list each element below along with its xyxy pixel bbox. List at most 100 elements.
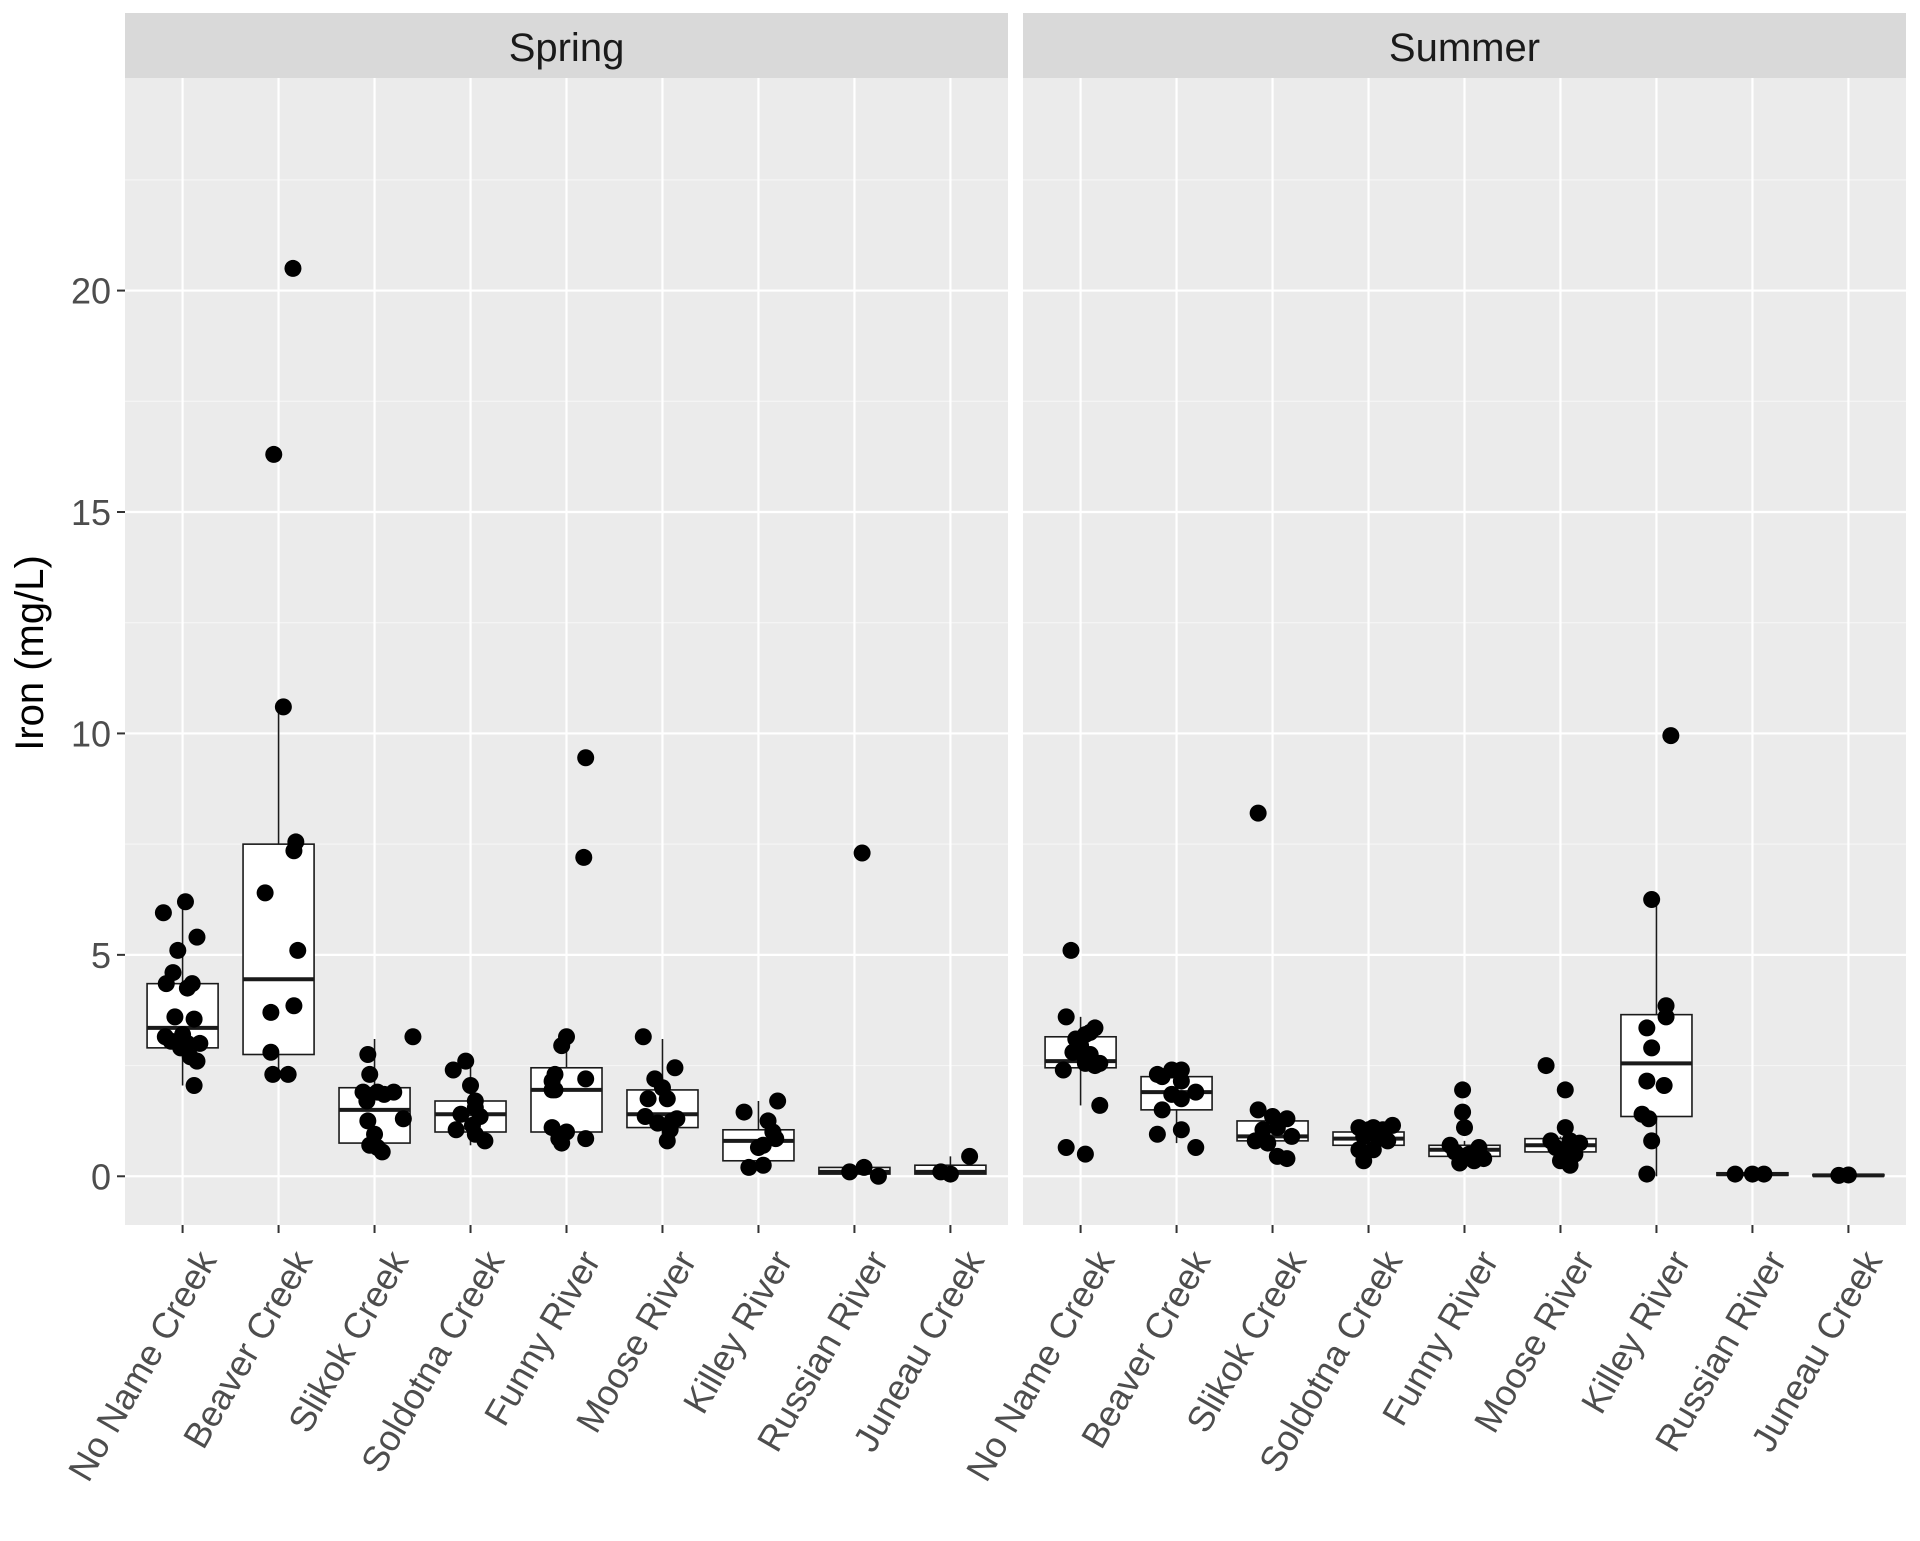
data-point <box>658 1090 676 1108</box>
boxplot-group <box>1236 804 1309 1168</box>
data-point <box>476 1132 494 1150</box>
data-point <box>1153 1068 1171 1086</box>
data-point <box>1755 1165 1773 1183</box>
data-point <box>1465 1152 1483 1170</box>
data-point <box>553 1037 571 1055</box>
data-point <box>754 1156 772 1174</box>
data-point <box>1057 1008 1075 1026</box>
data-point <box>1561 1156 1579 1174</box>
data-point <box>1355 1152 1373 1170</box>
data-point <box>575 848 593 866</box>
boxplot-group <box>1716 1165 1789 1183</box>
data-point <box>634 1028 652 1046</box>
data-point <box>1657 1008 1675 1026</box>
boxplot-group <box>242 259 315 1083</box>
data-point <box>1283 1127 1301 1145</box>
data-point <box>274 698 292 716</box>
boxplot-group <box>1428 1081 1501 1172</box>
data-point <box>385 1083 403 1101</box>
data-point <box>1454 1081 1472 1099</box>
boxplot-group <box>722 1092 795 1176</box>
data-point <box>154 904 172 922</box>
data-point <box>1364 1141 1382 1159</box>
data-point <box>256 884 274 902</box>
data-point <box>1153 1101 1171 1119</box>
data-point <box>636 1108 654 1125</box>
data-point <box>841 1163 859 1181</box>
data-point <box>185 1077 203 1094</box>
data-point <box>1278 1150 1296 1168</box>
data-point <box>1384 1116 1402 1134</box>
boxplot-group <box>1524 1057 1597 1174</box>
panel-strip <box>125 13 1008 78</box>
data-point <box>666 1059 684 1077</box>
data-point <box>1640 1110 1658 1128</box>
data-point <box>358 1092 376 1110</box>
data-point <box>191 1034 209 1052</box>
data-point <box>1454 1103 1472 1121</box>
boxplot-group <box>434 1052 507 1150</box>
data-point <box>1655 1077 1673 1094</box>
data-point <box>1643 1132 1661 1150</box>
boxplot-group <box>338 1028 422 1161</box>
boxplot-group <box>1812 1166 1885 1184</box>
data-point <box>1187 1083 1205 1101</box>
data-point <box>1662 727 1680 745</box>
data-point <box>1839 1166 1857 1184</box>
data-point <box>855 1158 873 1176</box>
data-point <box>1537 1057 1555 1075</box>
data-point <box>172 1039 190 1057</box>
data-point <box>1451 1154 1469 1172</box>
data-point <box>394 1110 412 1128</box>
boxplot-group <box>914 1147 987 1183</box>
data-point <box>466 1099 484 1117</box>
data-point <box>658 1132 676 1150</box>
data-point <box>1259 1134 1277 1152</box>
data-point <box>1355 1127 1373 1145</box>
data-point <box>262 1043 280 1061</box>
boxplot-group <box>146 893 219 1094</box>
y-tick-label: 5 <box>91 935 111 976</box>
data-point <box>1187 1139 1205 1156</box>
data-point <box>359 1112 377 1130</box>
data-point <box>1249 1101 1267 1119</box>
data-point <box>457 1052 475 1070</box>
boxplot-group <box>1140 1061 1213 1156</box>
data-point <box>1456 1119 1473 1137</box>
data-point <box>284 259 302 277</box>
boxplot-group <box>1044 941 1117 1163</box>
data-point <box>639 1090 657 1108</box>
data-point <box>546 1081 564 1099</box>
data-point <box>1638 1019 1656 1037</box>
panel-strip <box>1023 13 1906 78</box>
data-point <box>176 893 194 911</box>
data-point <box>1076 1050 1094 1068</box>
data-point <box>577 1070 595 1088</box>
data-point <box>740 1158 758 1176</box>
y-tick-label: 10 <box>71 713 111 754</box>
panel-strip-label: Spring <box>509 26 625 70</box>
data-point <box>447 1121 465 1139</box>
data-point <box>279 1065 297 1083</box>
data-point <box>183 975 201 993</box>
data-point <box>1249 804 1267 822</box>
data-point <box>361 1065 379 1083</box>
data-point <box>285 997 303 1015</box>
data-point <box>1556 1119 1574 1137</box>
data-point <box>1172 1121 1190 1139</box>
data-point <box>1638 1072 1656 1090</box>
data-point <box>188 1052 206 1070</box>
data-point <box>166 1008 184 1026</box>
data-point <box>961 1147 979 1165</box>
data-point <box>553 1134 571 1152</box>
panel-strip-label: Summer <box>1389 26 1540 70</box>
data-point <box>185 1010 203 1028</box>
data-point <box>1091 1096 1109 1114</box>
y-tick-label: 15 <box>71 492 111 533</box>
data-point <box>853 844 871 862</box>
boxplot-group <box>1332 1116 1405 1170</box>
